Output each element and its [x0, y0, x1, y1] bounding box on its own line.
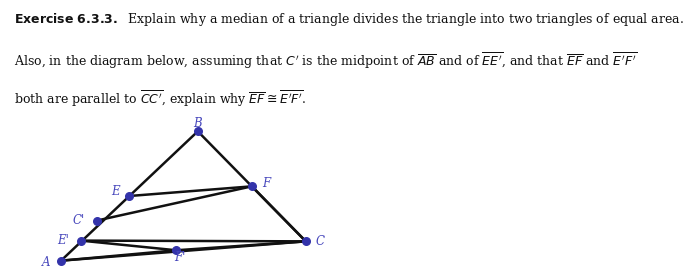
- Text: B: B: [193, 117, 202, 130]
- Text: F: F: [262, 177, 270, 190]
- Text: F': F': [174, 251, 186, 264]
- Text: A: A: [43, 256, 51, 269]
- Point: [193, 129, 204, 134]
- Point: [300, 239, 312, 244]
- Text: C': C': [73, 214, 85, 227]
- Point: [171, 248, 182, 253]
- Text: C: C: [316, 235, 325, 248]
- Text: E': E': [57, 234, 69, 247]
- Text: both are parallel to $\overline{CC'}$, explain why $\overline{EF} \cong \overlin: both are parallel to $\overline{CC'}$, e…: [14, 88, 307, 109]
- Point: [55, 258, 66, 263]
- Text: E: E: [111, 185, 119, 198]
- Point: [75, 238, 86, 243]
- Point: [246, 184, 258, 188]
- Text: Also, in the diagram below, assuming that $C'$ is the midpoint of $\overline{AB}: Also, in the diagram below, assuming tha…: [14, 50, 637, 71]
- Text: $\mathbf{Exercise\ 6.3.3.}$  Explain why a median of a triangle divides the tria: $\mathbf{Exercise\ 6.3.3.}$ Explain why …: [14, 11, 684, 28]
- Point: [124, 194, 135, 198]
- Point: [92, 218, 103, 223]
